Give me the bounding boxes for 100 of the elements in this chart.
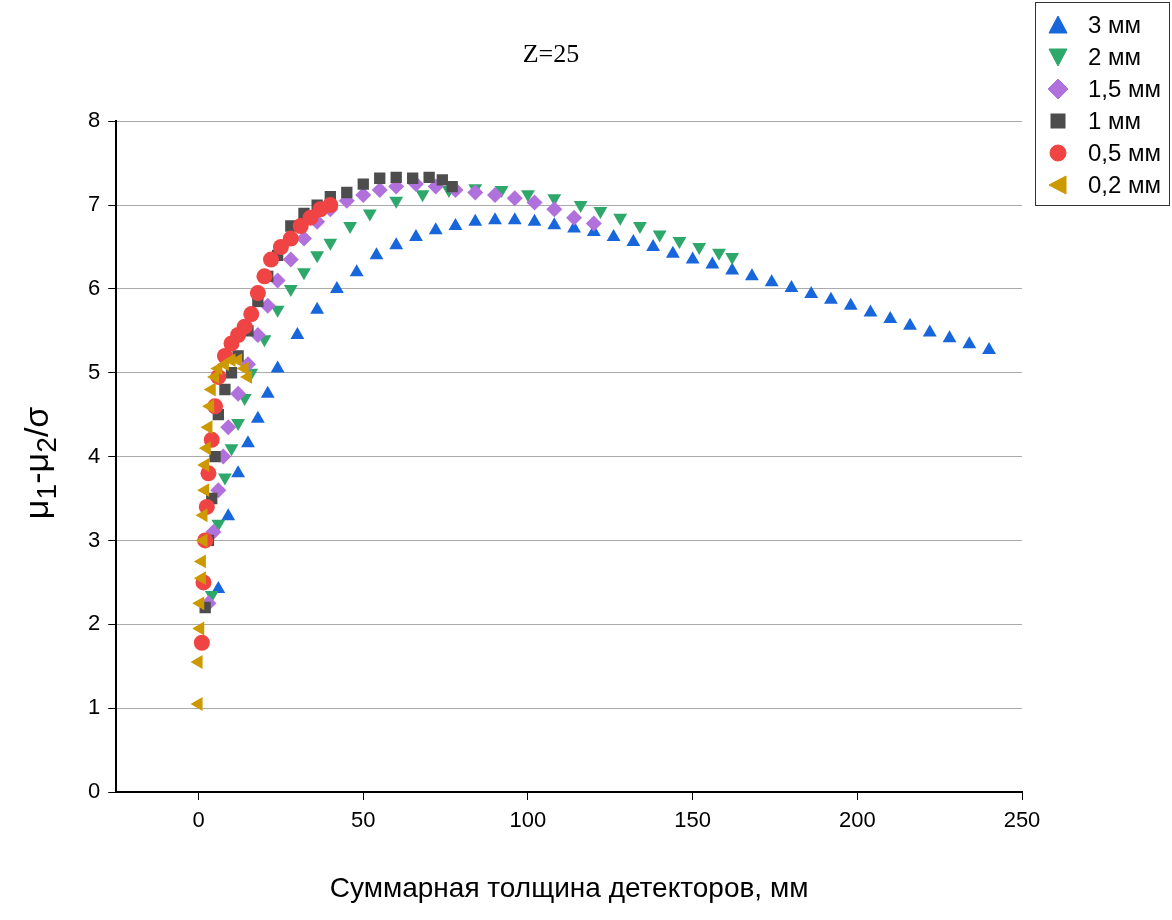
- point: [236, 361, 249, 376]
- point: [547, 217, 562, 230]
- point: [249, 285, 266, 302]
- x-tick-label: 200: [838, 807, 876, 833]
- point: [725, 262, 740, 275]
- point: [322, 197, 339, 214]
- y-tick-label: 8: [87, 107, 101, 133]
- legend-label: 2 мм: [1087, 43, 1141, 71]
- point: [193, 571, 206, 586]
- point: [270, 360, 285, 373]
- point: [209, 450, 221, 463]
- point: [357, 178, 369, 190]
- point: [256, 268, 273, 285]
- point: [290, 327, 305, 340]
- point: [982, 342, 996, 355]
- point: [764, 274, 779, 287]
- y-tick-label: 7: [87, 191, 101, 217]
- point: [546, 201, 563, 218]
- point: [193, 634, 210, 651]
- point: [190, 697, 203, 711]
- point: [843, 297, 858, 310]
- point: [263, 251, 280, 268]
- point: [202, 399, 215, 414]
- point: [203, 382, 216, 397]
- point: [210, 482, 227, 499]
- point: [487, 186, 504, 203]
- y-tick-label: 6: [87, 274, 101, 300]
- point: [282, 251, 299, 268]
- point: [390, 171, 402, 184]
- legend-label: 1,5 мм: [1087, 75, 1161, 103]
- y-tick-label: 2: [87, 610, 101, 636]
- y-tick-label: 1: [87, 694, 101, 720]
- point: [236, 318, 253, 335]
- point: [207, 370, 220, 384]
- point: [922, 324, 937, 337]
- x-tick-label: 100: [509, 807, 547, 833]
- point: [962, 336, 977, 349]
- x-tick-label: 0: [192, 807, 205, 833]
- y-tick-label: 4: [87, 442, 101, 468]
- point: [374, 172, 386, 184]
- point: [200, 420, 213, 435]
- point: [566, 209, 583, 226]
- x-tick-label: 250: [1003, 807, 1041, 833]
- point: [784, 280, 799, 293]
- chart-title: Z=25: [522, 39, 580, 69]
- point: [220, 419, 237, 436]
- point: [282, 230, 299, 247]
- point: [705, 256, 720, 269]
- legend-label: 1 мм: [1087, 107, 1141, 135]
- point: [507, 212, 522, 225]
- point: [197, 458, 210, 472]
- point: [192, 621, 205, 636]
- point: [192, 596, 205, 611]
- point: [198, 441, 211, 456]
- point: [585, 215, 602, 232]
- point: [593, 206, 608, 219]
- point: [744, 268, 759, 281]
- point: [488, 212, 502, 225]
- point: [863, 304, 878, 317]
- point: [526, 194, 543, 211]
- point: [195, 533, 208, 548]
- point: [883, 311, 898, 324]
- point: [323, 238, 338, 251]
- point: [407, 172, 419, 184]
- point: [193, 554, 206, 569]
- point: [712, 248, 726, 261]
- point: [467, 184, 484, 201]
- point: [389, 196, 404, 209]
- point: [665, 245, 680, 258]
- point: [272, 238, 289, 255]
- point: [436, 174, 448, 186]
- y-tick-label: 3: [87, 526, 101, 552]
- point: [692, 242, 707, 255]
- point: [241, 435, 255, 448]
- y-tick-label: 5: [87, 358, 101, 384]
- point: [428, 222, 443, 235]
- legend-label: 3 мм: [1087, 11, 1141, 39]
- point: [423, 171, 435, 184]
- point: [283, 284, 298, 297]
- point: [197, 483, 210, 498]
- point: [942, 330, 957, 343]
- point: [448, 218, 463, 231]
- point: [292, 218, 309, 235]
- x-tick-label: 50: [351, 807, 376, 833]
- point: [230, 385, 247, 402]
- point: [341, 186, 353, 199]
- y-tick-label: 0: [87, 778, 101, 804]
- x-axis-title: Суммарная толщина детекторов, мм: [329, 871, 809, 903]
- legend-label: 0,5 мм: [1087, 139, 1161, 167]
- point: [685, 251, 700, 264]
- point: [231, 465, 246, 478]
- point: [389, 237, 404, 250]
- point: [269, 272, 286, 289]
- point: [369, 247, 384, 260]
- x-tick-label: 150: [674, 807, 711, 833]
- point: [446, 180, 458, 193]
- point: [349, 264, 364, 277]
- legend-label: 0,2 мм: [1087, 171, 1161, 199]
- point: [195, 508, 208, 523]
- point: [506, 190, 523, 207]
